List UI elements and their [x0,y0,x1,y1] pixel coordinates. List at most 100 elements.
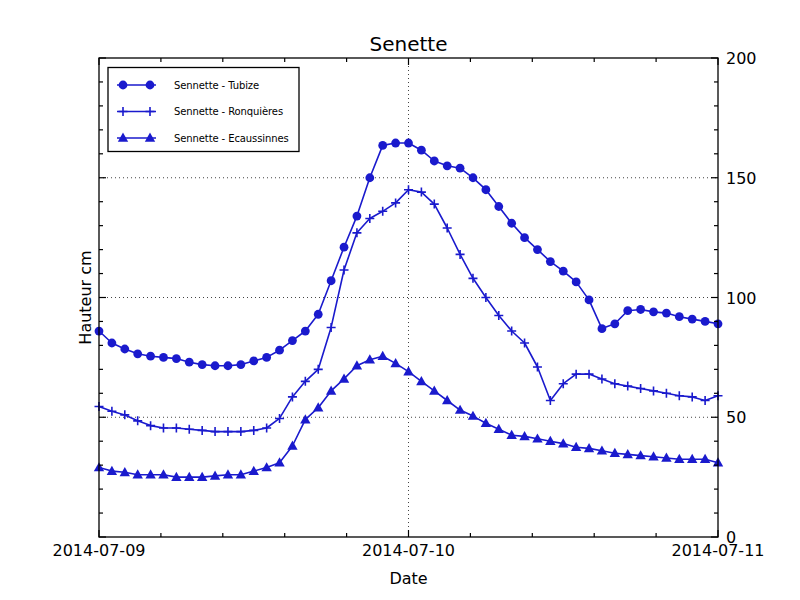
circle-marker [649,307,658,316]
plus-marker [688,392,697,401]
y-tick-label: 50 [726,408,746,427]
circle-marker [520,233,529,242]
circle-marker [404,139,413,148]
circle-marker [107,339,116,348]
plus-marker [223,427,232,436]
circle-marker [314,310,323,319]
legend-label: Sennette - Ronquières [174,106,283,117]
circle-marker [430,157,439,166]
plus-marker [585,370,594,379]
circle-marker [688,315,697,324]
legend-label: Sennette - Tubize [174,80,259,91]
circle-marker [456,164,465,173]
triangle-marker [506,430,516,439]
y-tick-label: 100 [726,289,757,308]
circle-marker [481,185,490,194]
circle-marker [133,349,142,358]
circle-marker [662,309,671,318]
legend-label: Sennette - Ecaussinnes [174,133,289,144]
circle-marker [494,202,503,211]
plus-marker [649,386,658,395]
circle-marker [159,353,168,362]
circle-marker [119,81,128,90]
circle-marker [262,353,271,362]
y-tick-label: 200 [726,49,757,68]
plus-marker [107,407,116,416]
y-tick-label: 0 [726,528,736,547]
plus-marker [468,274,477,283]
plus-marker [327,323,336,332]
circle-marker [211,361,220,370]
plus-marker [443,224,452,233]
circle-marker [198,360,207,369]
plus-marker [597,374,606,383]
triangle-marker [442,395,452,404]
triangle-marker [700,454,710,463]
plus-marker [172,424,181,433]
circle-marker [378,141,387,150]
triangle-marker [378,351,388,360]
triangle-marker [494,424,504,433]
circle-marker [365,173,374,182]
circle-marker [288,336,297,345]
chart-title: Senette [370,32,448,56]
plus-marker [662,389,671,398]
plus-marker [378,207,387,216]
plus-marker [146,421,155,430]
x-tick-label: 2014-07-10 [362,541,455,560]
circle-marker [340,243,349,252]
circle-marker [507,219,516,228]
circle-marker [120,345,129,354]
plus-marker [159,424,168,433]
x-axis-label: Date [389,569,427,588]
circle-marker [636,305,645,314]
triangle-marker [390,358,400,367]
circle-marker [559,267,568,276]
y-tick-label: 150 [726,169,757,188]
circle-marker [301,327,310,336]
circle-marker [249,357,258,366]
series-ecaussinnes [94,351,723,481]
plus-marker [533,362,542,371]
triangle-marker [403,366,413,375]
y-axis-label: Hauteur cm [76,250,95,344]
circle-marker [327,276,336,285]
circle-marker [224,361,233,370]
plus-marker [133,416,142,425]
figure: 2014-07-09 2014-07-10 2014-07-110 50 100 150 2… [0,0,800,600]
line-chart: 2014-07-09 2014-07-10 2014-07-110 50 100 150 2… [0,0,800,600]
plus-marker [249,426,258,435]
circle-marker [443,161,452,170]
triangle-marker [429,386,439,395]
circle-marker [675,312,684,321]
triangle-marker [287,441,297,450]
x-tick-label: 2014-07-11 [672,541,765,560]
circle-marker [172,354,181,363]
circle-marker [598,324,607,333]
plus-marker [236,427,245,436]
circle-marker [353,212,362,221]
circle-marker [275,346,284,355]
circle-marker [417,146,426,155]
plus-marker [701,396,710,405]
circle-marker [391,139,400,148]
circle-marker [546,257,555,266]
triangle-marker [687,454,697,463]
legend: Sennette - Tubize Sennette - Ronquières Se… [108,68,299,152]
x-tick-label: 2014-07-09 [53,541,146,560]
circle-marker [146,81,155,90]
circle-marker [533,245,542,254]
circle-marker [185,358,194,367]
circle-marker [585,295,594,304]
plus-marker [675,391,684,400]
circle-marker [572,278,581,287]
plus-marker [636,384,645,393]
data-series [94,139,723,481]
circle-marker [623,306,632,315]
triangle-marker [416,376,426,385]
circle-marker [469,173,478,182]
triangle-marker [481,418,491,427]
plus-marker [456,250,465,259]
circle-marker [146,352,155,361]
plus-marker [185,425,194,434]
